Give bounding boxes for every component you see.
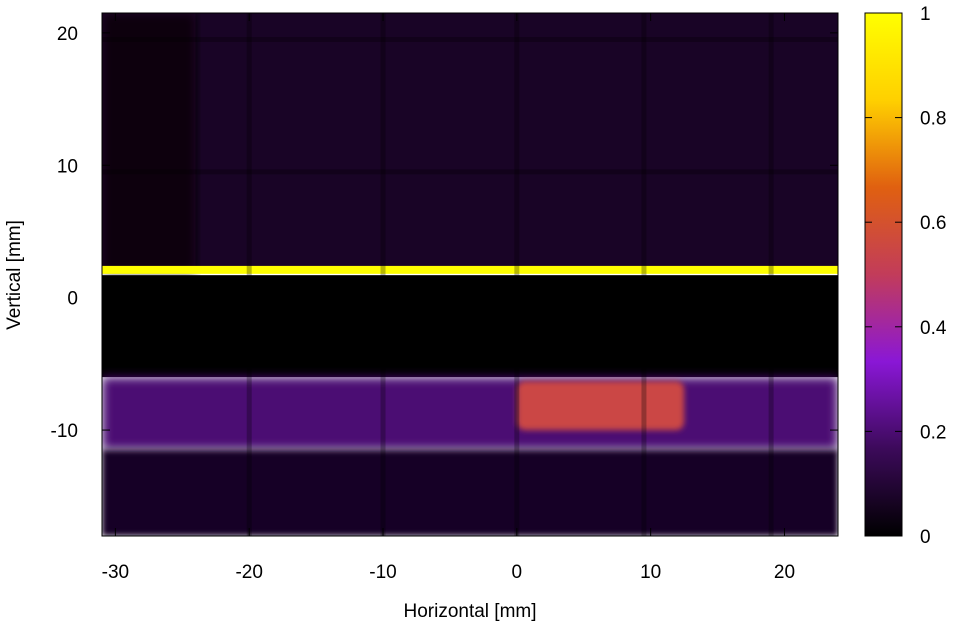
plot-frame — [101, 12, 839, 537]
region-dark-gap — [102, 275, 838, 378]
axes: -30 -20 -10 0 10 20 -10 0 10 20 — [51, 12, 839, 583]
region-lower-region — [102, 449, 838, 536]
colorbar: 0 0.2 0.4 0.6 0.8 1 — [864, 4, 947, 548]
x-tick-label: -10 — [369, 562, 396, 583]
region-hot-spot — [516, 381, 685, 431]
region-beam-band — [102, 377, 838, 450]
colorbar-tick-label: 0.4 — [920, 318, 947, 339]
colorbar-tick-label: 0.6 — [920, 213, 946, 234]
x-tick-label: 10 — [640, 562, 661, 583]
y-axis-label: Vertical [mm] — [4, 220, 25, 330]
region-bright-line — [102, 265, 838, 274]
x-tick-label: -30 — [102, 562, 129, 583]
y-tick-label: 20 — [57, 24, 78, 45]
colorbar-gradient — [864, 12, 903, 537]
colorbar-tick-label: 1 — [920, 4, 931, 25]
colorbar-tick-label: 0.8 — [920, 109, 946, 130]
y-tick-label: 10 — [57, 156, 78, 177]
x-tick-label: 0 — [512, 562, 523, 583]
x-axis-label: Horizontal [mm] — [403, 601, 536, 622]
x-tick-label: -20 — [235, 562, 262, 583]
heatmap-plot-area — [102, 13, 838, 536]
y-tick-label: -10 — [51, 421, 78, 442]
colorbar-tick-label: 0 — [920, 527, 931, 548]
region-shadow-left — [102, 13, 196, 272]
region-background-upper — [102, 13, 838, 272]
y-tick-label: 0 — [67, 289, 78, 310]
colorbar-tick-label: 0.2 — [920, 422, 946, 443]
x-tick-label: 20 — [774, 562, 795, 583]
